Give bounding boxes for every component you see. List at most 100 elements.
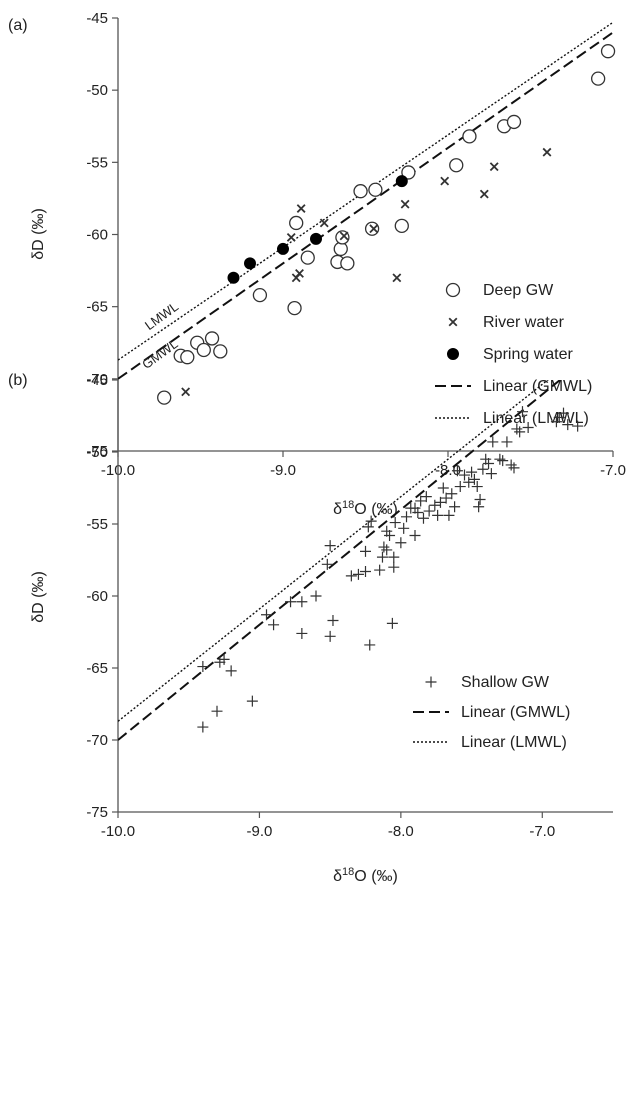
y-tick-label: -75 [86,804,108,821]
data-point [572,420,584,432]
y-tick-label: -45 [86,10,108,27]
data-point [289,215,304,231]
series-line-linear-gmwl- [118,31,613,380]
data-point [310,590,322,602]
y-tick-label: -60 [86,588,108,605]
data-point [395,175,408,188]
x-axis-label-tail: O (‰) [354,501,398,518]
data-point [522,422,534,434]
y-tick-label: -55 [86,516,108,533]
data-point [296,627,308,639]
panel-a: -45-50-55-60-65-70-75-10.0-9.0-8.0-7.0(a… [8,10,626,518]
data-point [412,506,424,518]
data-point [451,465,463,477]
data-point [508,462,520,474]
data-point [591,71,606,86]
legend-swatch [447,348,459,360]
data-point [516,406,528,418]
data-point [340,256,355,271]
data-point [542,147,552,157]
data-point [454,481,466,493]
data-point [466,466,478,478]
data-point [429,499,441,511]
inline-line-label: LMWL [142,299,181,333]
data-point [252,287,268,303]
data-point [440,492,452,504]
legend-label: Linear (GMWL) [483,378,592,395]
y-tick-label: -65 [86,660,108,677]
data-point [417,512,429,524]
series-deep-gw [157,44,616,405]
data-point [474,494,486,506]
data-point [296,596,308,608]
data-point [423,505,435,517]
data-point [468,473,480,485]
data-point [388,551,400,563]
data-point [501,436,513,448]
data-point [378,541,390,553]
data-point [459,469,470,481]
data-point [345,570,357,582]
data-point [437,482,449,494]
data-point [473,501,485,513]
data-point [506,114,522,130]
data-point [287,300,302,316]
data-point [364,639,376,651]
data-point [381,544,393,556]
legend-label: Spring water [483,346,573,363]
y-axis-label: δD (‰) [30,571,47,623]
y-tick-label: -65 [86,299,108,316]
y-axis-label: δD (‰) [30,208,47,260]
data-point [463,476,475,488]
data-point [213,344,228,359]
data-point [494,453,506,465]
data-point [392,273,402,283]
x-axis-label-sup: 18 [342,866,354,878]
data-point [218,653,230,665]
x-axis-label-tail: O (‰) [354,868,398,885]
data-point [432,509,444,521]
data-point [480,453,492,465]
x-axis-label: δ18O (‰) [333,866,398,885]
y-tick-label: -55 [86,154,108,171]
data-point [558,407,569,419]
data-point [401,511,413,523]
legend: Shallow GW Linear (GMWL) Linear (LMWL) [413,674,570,751]
data-point [479,189,489,199]
y-tick-label: -50 [86,444,108,461]
data-point [277,242,289,255]
data-point [261,609,272,621]
legend-swatch [425,676,437,688]
data-point [485,468,497,480]
data-point [196,342,211,358]
data-point [339,231,349,241]
data-point [364,221,380,236]
data-point [295,269,304,278]
legend-label: Linear (LMWL) [483,410,589,427]
data-point [180,350,195,365]
y-tick-label: -70 [86,732,108,749]
data-point [244,257,256,270]
data-point [327,614,339,626]
data-point [324,540,336,552]
data-point [352,568,364,580]
y-tick-label: -70 [86,371,108,388]
series-spring-water [227,175,408,284]
data-point [381,525,393,537]
x-tick-label: -7.0 [529,823,555,840]
data-point [360,545,371,557]
data-point [300,250,315,265]
legend-label: Linear (GMWL) [461,704,570,721]
x-axis-label-base: δ [333,868,342,885]
data-point [197,661,209,673]
data-point [360,566,371,578]
data-point [505,459,517,471]
y-tick-label: -45 [86,372,108,389]
data-point [181,387,191,397]
legend-swatch [445,282,461,298]
data-point [246,695,258,707]
legend-swatch [448,317,458,327]
data-point [487,436,499,448]
series-river-water [181,147,552,397]
